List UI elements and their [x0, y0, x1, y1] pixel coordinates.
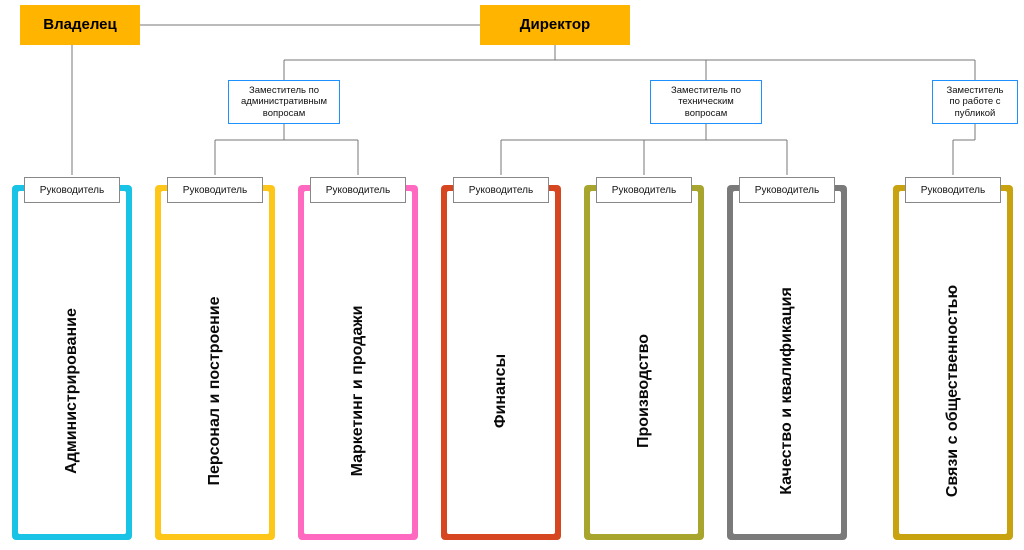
- column-c0: РуководительАдминистрирование: [12, 185, 132, 540]
- column-c4: РуководительПроизводство: [584, 185, 704, 540]
- node-deputy-public: Заместитель по работе с публикой: [932, 80, 1018, 124]
- column-label: Персонал и построение: [206, 296, 224, 485]
- column-head: Руководитель: [167, 177, 263, 203]
- column-label: Производство: [635, 334, 653, 448]
- column-head: Руководитель: [310, 177, 406, 203]
- node-deputy-tech: Заместитель по техническим вопросам: [650, 80, 762, 124]
- node-deputy-tech-label: Заместитель по техническим вопросам: [659, 85, 753, 119]
- column-label: Качество и квалификация: [778, 287, 796, 495]
- column-head: Руководитель: [24, 177, 120, 203]
- column-head: Руководитель: [905, 177, 1001, 203]
- node-deputy-public-label: Заместитель по работе с публикой: [941, 85, 1009, 119]
- column-head: Руководитель: [596, 177, 692, 203]
- column-c6: РуководительСвязи с общественностью: [893, 185, 1013, 540]
- column-c3: РуководительФинансы: [441, 185, 561, 540]
- node-director: Директор: [480, 5, 630, 45]
- node-deputy-admin-label: Заместитель по административным вопросам: [237, 85, 331, 119]
- column-head: Руководитель: [739, 177, 835, 203]
- column-label: Связи с общественностью: [944, 285, 962, 497]
- column-c2: РуководительМаркетинг и продажи: [298, 185, 418, 540]
- node-owner: Владелец: [20, 5, 140, 45]
- node-owner-label: Владелец: [43, 16, 116, 34]
- node-deputy-admin: Заместитель по административным вопросам: [228, 80, 340, 124]
- column-label: Финансы: [492, 354, 510, 428]
- node-director-label: Директор: [520, 16, 590, 34]
- column-head: Руководитель: [453, 177, 549, 203]
- org-chart-canvas: Владелец Директор Заместитель по админис…: [0, 0, 1024, 550]
- column-c1: РуководительПерсонал и построение: [155, 185, 275, 540]
- column-c5: РуководительКачество и квалификация: [727, 185, 847, 540]
- column-label: Администрирование: [63, 308, 81, 474]
- column-label: Маркетинг и продажи: [349, 305, 367, 476]
